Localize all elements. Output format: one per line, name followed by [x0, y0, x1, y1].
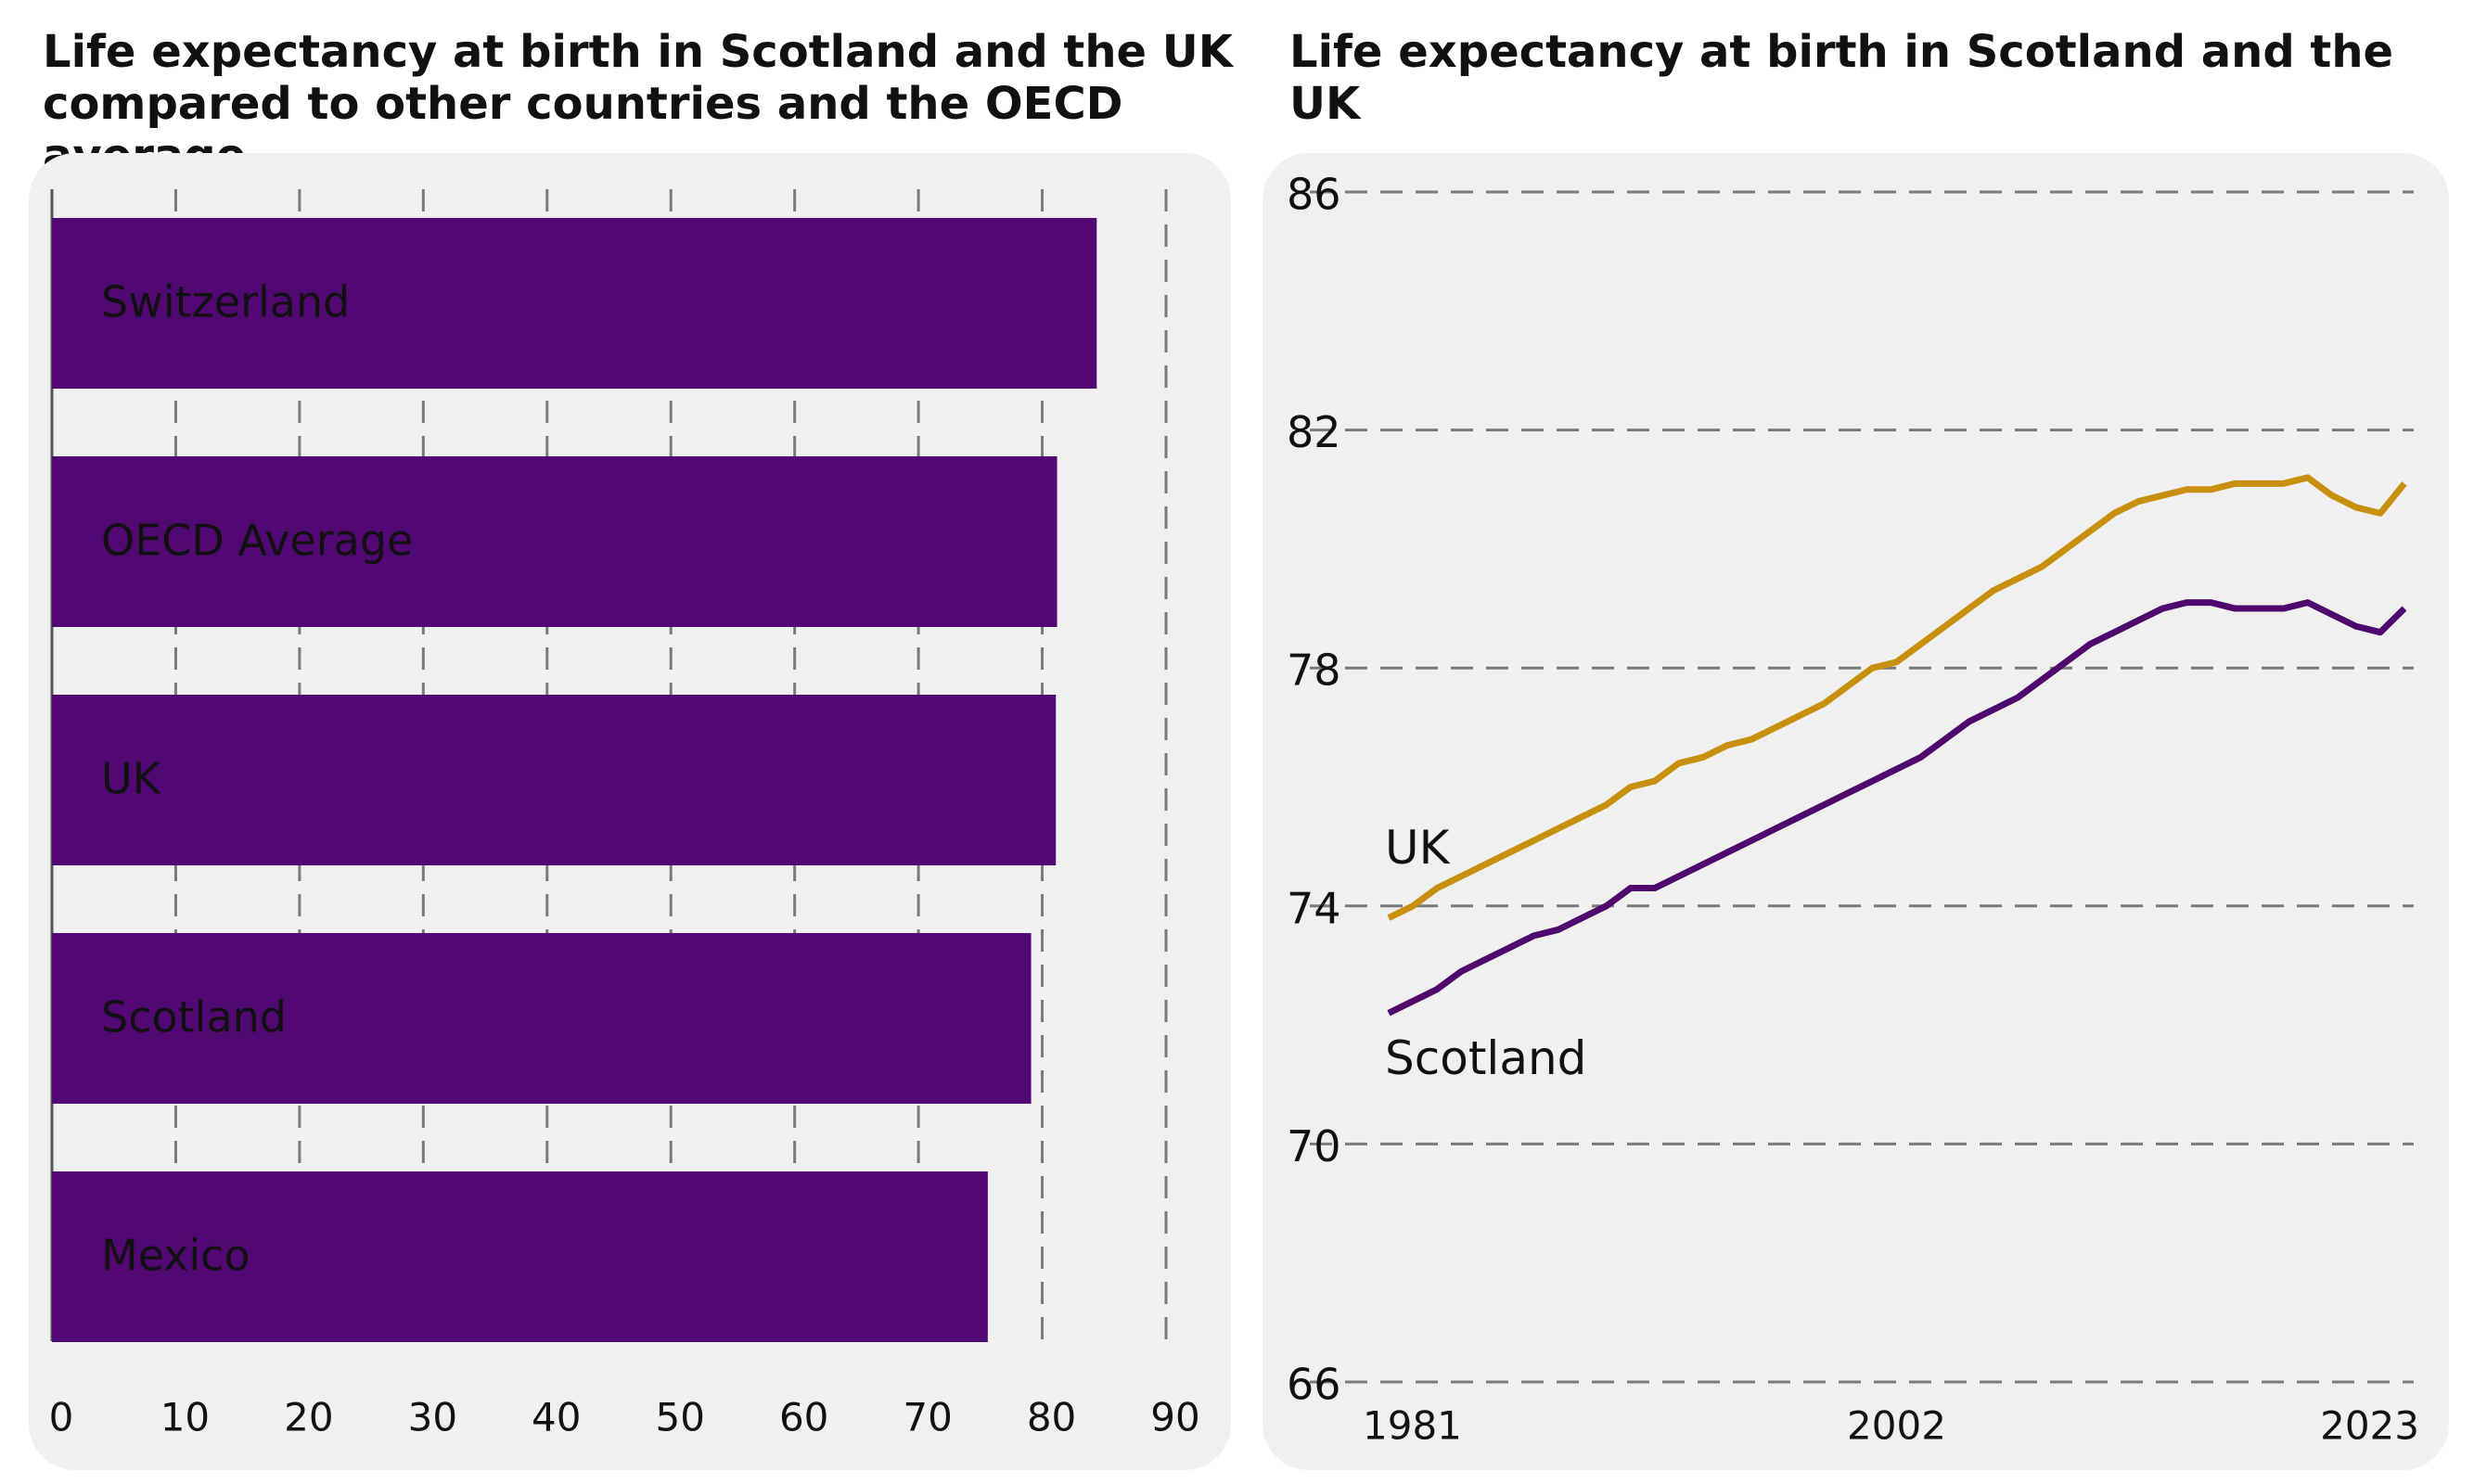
chart-title: Life expectancy at birth in Scotland and…	[43, 26, 1233, 182]
x-tick-label: 80	[1027, 1395, 1076, 1440]
x-tick-label: 30	[408, 1395, 457, 1440]
x-tick-label: 0	[49, 1395, 74, 1440]
y-tick-label: 82	[1287, 407, 1341, 457]
category-label: OECD Average	[101, 516, 413, 566]
line	[1387, 474, 2407, 921]
bar	[52, 695, 1057, 865]
y-tick-label: 66	[1287, 1360, 1341, 1410]
category-label: Mexico	[101, 1231, 250, 1281]
bar	[52, 218, 1097, 389]
category-label: Switzerland	[101, 277, 350, 327]
line	[1387, 599, 2407, 1017]
bar	[52, 933, 1032, 1104]
x-tick-label: 50	[655, 1395, 704, 1440]
x-tick-label: 10	[160, 1395, 210, 1440]
x-tick-label: 90	[1150, 1395, 1199, 1440]
bar	[52, 1171, 988, 1342]
y-tick-label: 70	[1287, 1121, 1341, 1171]
x-tick-label: 2002	[1847, 1403, 1946, 1449]
y-tick-label: 86	[1287, 170, 1341, 220]
x-tick-label: 2023	[2320, 1403, 2419, 1449]
y-tick-label: 78	[1287, 646, 1341, 696]
x-tick-label: 1981	[1363, 1403, 1462, 1449]
x-tick-label: 20	[284, 1395, 333, 1440]
y-tick-label: 74	[1287, 883, 1341, 933]
bar	[52, 456, 1058, 627]
series-label: Scotland	[1385, 1031, 1586, 1085]
x-tick-label: 40	[532, 1395, 581, 1440]
series-label: UK	[1385, 821, 1451, 875]
chart-title: Life expectancy at birth in Scotland and…	[1289, 26, 2394, 130]
category-label: UK	[101, 754, 162, 804]
x-tick-label: 60	[779, 1395, 828, 1440]
category-label: Scotland	[101, 992, 287, 1043]
panel	[1263, 153, 2449, 1470]
x-tick-label: 70	[903, 1395, 952, 1440]
